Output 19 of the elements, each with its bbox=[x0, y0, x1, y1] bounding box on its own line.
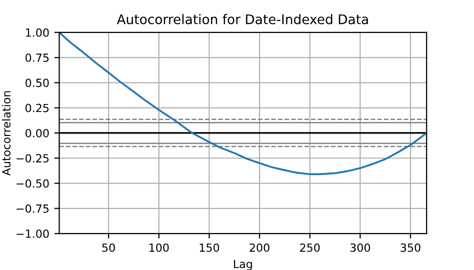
x-axis-title: Lag bbox=[234, 260, 252, 270]
y-tick-label: −0.50 bbox=[16, 179, 49, 188]
x-tick-label: 100 bbox=[150, 243, 169, 252]
y-tick-label: 0.00 bbox=[26, 128, 49, 138]
x-tick-label: 150 bbox=[200, 243, 220, 252]
y-tick-label: −0.75 bbox=[16, 204, 49, 213]
y-axis-title: Autocorrelation bbox=[2, 91, 11, 176]
y-tick-label: 0.75 bbox=[26, 54, 49, 62]
y-tick-label: −1.00 bbox=[16, 230, 49, 238]
y-tick-label: −0.25 bbox=[16, 154, 49, 162]
x-tick-label: 250 bbox=[300, 243, 320, 252]
x-tick-label: 350 bbox=[400, 243, 420, 252]
x-tick-label: 200 bbox=[250, 243, 270, 252]
y-tick-label: 1.00 bbox=[26, 28, 49, 37]
chart-title: Autocorrelation for Date-Indexed Data bbox=[116, 14, 368, 24]
y-tick-label: 0.50 bbox=[26, 78, 49, 88]
x-tick-label: 50 bbox=[102, 243, 115, 252]
y-tick-label: 0.25 bbox=[26, 104, 49, 112]
x-tick-label: 300 bbox=[350, 243, 370, 252]
